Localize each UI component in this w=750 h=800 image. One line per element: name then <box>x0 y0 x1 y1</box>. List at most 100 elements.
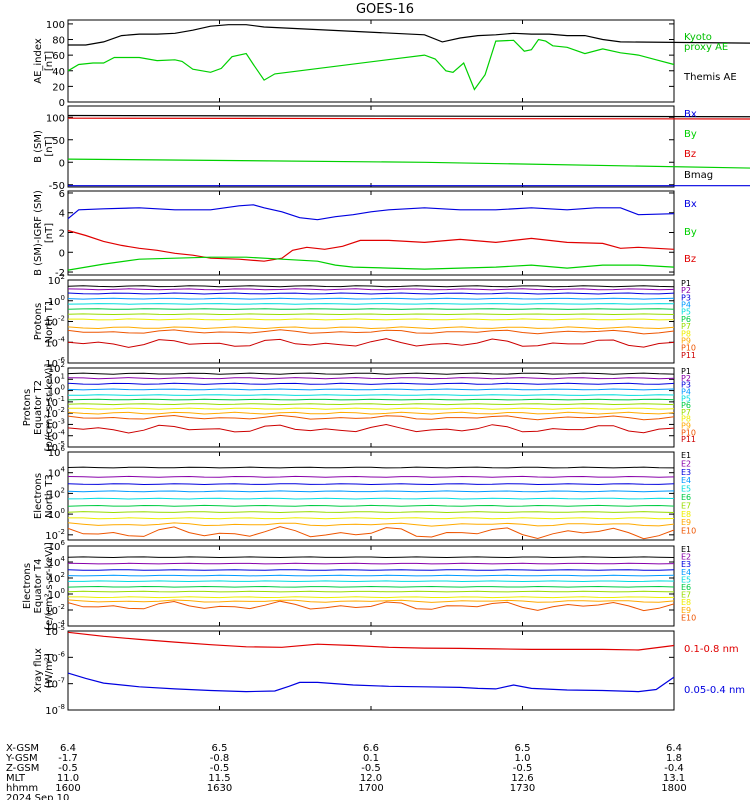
channel-label-e4: E4 <box>681 568 691 577</box>
panel-xray: Xray flux [W/m²]10-510-610-710-80.1-0.8 n… <box>33 624 745 717</box>
tick-base: 10 <box>48 510 61 521</box>
y-tick-label: 102 <box>48 486 65 500</box>
channel-label-e5: E5 <box>681 485 691 494</box>
tick-base: 10 <box>45 432 58 443</box>
axis-value: 6.5 <box>515 743 531 754</box>
tick-exponent: -4 <box>58 619 66 627</box>
channel-label-e2: E2 <box>681 459 691 468</box>
tick-base: 10 <box>48 297 61 308</box>
axis-row-label-z-gsm: Z-GSM <box>6 763 39 774</box>
channel-p11 <box>67 338 675 348</box>
series-0-1-0-8-nm <box>67 631 675 651</box>
axis-value: 1600 <box>55 783 80 794</box>
legend-bmag: Bmag <box>684 170 713 181</box>
panel-frame <box>67 367 675 448</box>
channel-e6 <box>67 504 675 507</box>
channel-e5 <box>67 497 675 500</box>
channel-e4 <box>67 574 675 577</box>
panel-e_north: Electrons North T310610410210010-2E1E2E3E… <box>33 445 696 542</box>
axis-value: 1630 <box>207 783 232 794</box>
axis-value: 11.0 <box>57 773 79 784</box>
channel-p1 <box>67 372 675 375</box>
tick-exponent: -2 <box>58 406 65 414</box>
channel-p2 <box>67 377 675 380</box>
channel-p3 <box>67 292 675 295</box>
axis-value: 1.0 <box>515 753 531 764</box>
channel-p8 <box>68 318 675 321</box>
channel-label-p4: P4 <box>681 387 691 396</box>
channel-label-e3: E3 <box>681 560 691 569</box>
y-tick-label: 4 <box>59 209 65 220</box>
channel-p4 <box>67 388 675 391</box>
y-tick-label: 10-6 <box>45 356 65 370</box>
panel-frame <box>67 190 675 276</box>
channel-p3 <box>67 382 675 385</box>
axis-value: -0.5 <box>210 763 230 774</box>
channel-e6 <box>67 585 675 588</box>
axis-value: 1.8 <box>666 753 682 764</box>
y-tick-label: 104 <box>48 466 66 480</box>
channel-e1 <box>67 556 675 559</box>
y-tick-label: 2 <box>59 229 65 240</box>
y-tick-label: 102 <box>48 361 65 375</box>
panel-b: B (SM) [nT] 100 50 0 -50 Bx By Bz Bmag <box>33 105 750 192</box>
y-axis-label: [e/(cm²-s-sr-keV)] <box>44 542 55 630</box>
axis-row-label-mlt: MLT <box>6 773 26 784</box>
tick-exponent: 2 <box>61 273 65 281</box>
y-tick-label: 102 <box>48 571 65 585</box>
y-tick-label: 20 <box>52 82 65 93</box>
axis-row-label-y-gsm: Y-GSM <box>5 753 38 764</box>
tick-exponent: -7 <box>58 677 65 685</box>
y-tick-label: 50 <box>52 136 65 147</box>
channel-label-p5: P5 <box>681 308 691 317</box>
axis-value: -0.4 <box>664 763 684 774</box>
y-tick-label: -50 <box>49 181 65 192</box>
channel-p11 <box>67 423 675 434</box>
channel-label-p2: P2 <box>681 286 691 295</box>
series-kyoto-proxy-ae <box>67 38 675 91</box>
channel-label-p10: P10 <box>681 344 696 353</box>
legend-0-05-0-4-nm: 0.05-0.4 nm <box>684 685 745 696</box>
axis-value: 11.5 <box>208 773 230 784</box>
channel-p9 <box>67 411 675 415</box>
tick-base: 10 <box>45 606 58 617</box>
channel-p6 <box>67 398 675 401</box>
channel-e7 <box>67 590 675 593</box>
y-tick-label: 100 <box>48 587 65 601</box>
series-bmag <box>67 114 750 118</box>
channel-e3 <box>67 483 675 486</box>
channel-label-e6: E6 <box>681 583 691 592</box>
tick-exponent: 4 <box>61 466 66 474</box>
y-axis-label: North T3 <box>44 474 55 518</box>
channel-label-e2: E2 <box>681 553 691 562</box>
panel-frame <box>67 279 675 364</box>
channel-label-e3: E3 <box>681 468 691 477</box>
channel-label-p9: P9 <box>681 422 691 431</box>
y-axis-label: Equator T4 <box>33 559 44 614</box>
y-axis-label: [W/m²] <box>44 653 55 688</box>
tick-exponent: 2 <box>61 486 65 494</box>
channel-e10 <box>67 600 675 612</box>
y-tick-label: 60 <box>52 51 65 62</box>
channel-p8 <box>68 407 675 410</box>
channel-p4 <box>67 297 675 300</box>
tick-exponent: -5 <box>58 624 65 632</box>
tick-base: 10 <box>45 318 58 329</box>
tick-exponent: 4 <box>61 555 66 563</box>
channel-label-p4: P4 <box>681 301 691 310</box>
y-axis-label: AE_index <box>33 38 44 84</box>
y-tick-label: 10-7 <box>45 677 65 691</box>
tick-exponent: -5 <box>58 440 65 448</box>
channel-label-p6: P6 <box>681 401 691 410</box>
y-tick-label: 10-2 <box>45 406 65 420</box>
y-axis-label: Protons <box>22 389 33 426</box>
y-tick-label: 80 <box>52 36 65 47</box>
legend-by: By <box>684 227 697 238</box>
panel-bdiff: B (SM)-IGRF (SM) [nT] 6 4 2 0 -2 Bx By Bz <box>33 189 697 279</box>
panel-frame <box>67 630 675 711</box>
y-tick-label: 10-2 <box>45 315 65 329</box>
axis-value: 1730 <box>510 783 535 794</box>
tick-base: 10 <box>45 653 58 664</box>
axis-row-label-x-gsm: X-GSM <box>6 743 39 754</box>
tick-base: 10 <box>48 542 61 553</box>
